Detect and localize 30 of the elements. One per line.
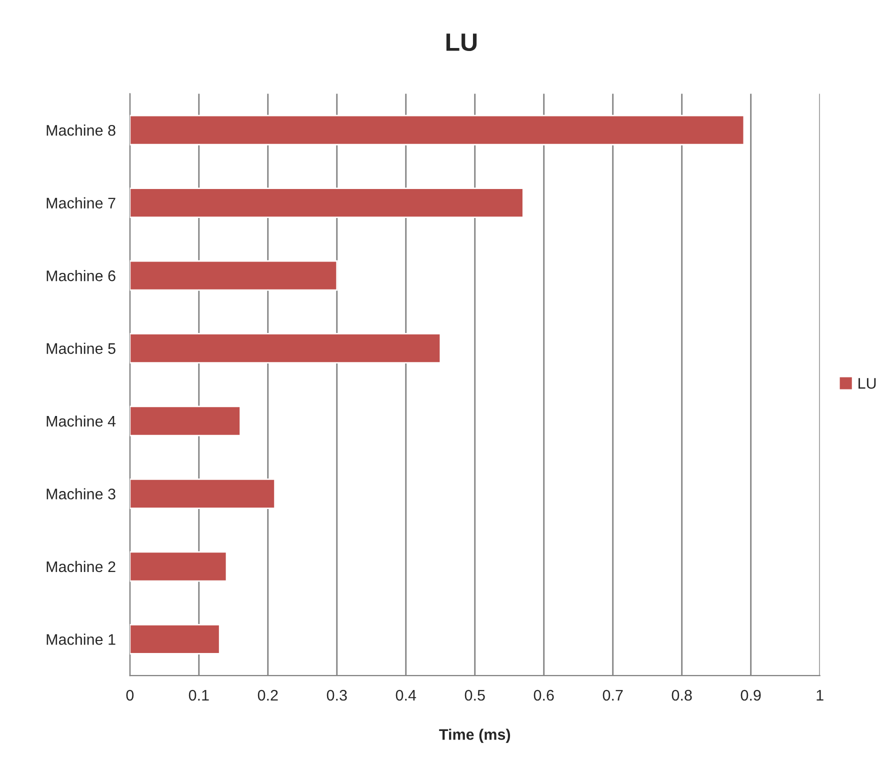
x-tick-label: 0.9: [740, 690, 761, 701]
chart-title: LU: [446, 34, 477, 52]
x-tick-label: 0.4: [396, 690, 416, 701]
y-tick-label: Machine 7: [46, 197, 116, 208]
bar: [130, 478, 276, 509]
x-tick-label: 0.5: [464, 690, 485, 701]
x-tick-label: 0.1: [188, 690, 209, 701]
bar: [130, 333, 442, 364]
y-tick-label: Machine 4: [46, 415, 116, 427]
bar: [130, 551, 228, 582]
bar: [130, 260, 338, 291]
legend-label: LU: [858, 378, 876, 389]
y-tick-label: Machine 5: [46, 342, 116, 354]
bar: [130, 114, 745, 146]
x-axis-title: Time (ms): [439, 728, 510, 743]
bar: [130, 624, 220, 654]
x-tick-label: 0.3: [326, 690, 347, 701]
y-tick-label: Machine 6: [46, 270, 116, 282]
x-tick-label: 0.8: [672, 690, 692, 701]
y-tick-label: Machine 1: [46, 634, 116, 645]
y-tick-label: Machine 2: [46, 560, 116, 572]
x-tick-label: 0.2: [258, 690, 278, 701]
x-tick-label: 0.7: [602, 690, 623, 701]
x-tick-label: 1: [816, 690, 824, 701]
bar: [130, 188, 524, 218]
bar: [130, 406, 241, 436]
y-tick-label: Machine 8: [46, 124, 116, 136]
x-tick-label: 0.6: [534, 690, 554, 701]
y-tick-label: Machine 3: [46, 488, 116, 500]
x-tick-label: 0: [126, 690, 134, 701]
